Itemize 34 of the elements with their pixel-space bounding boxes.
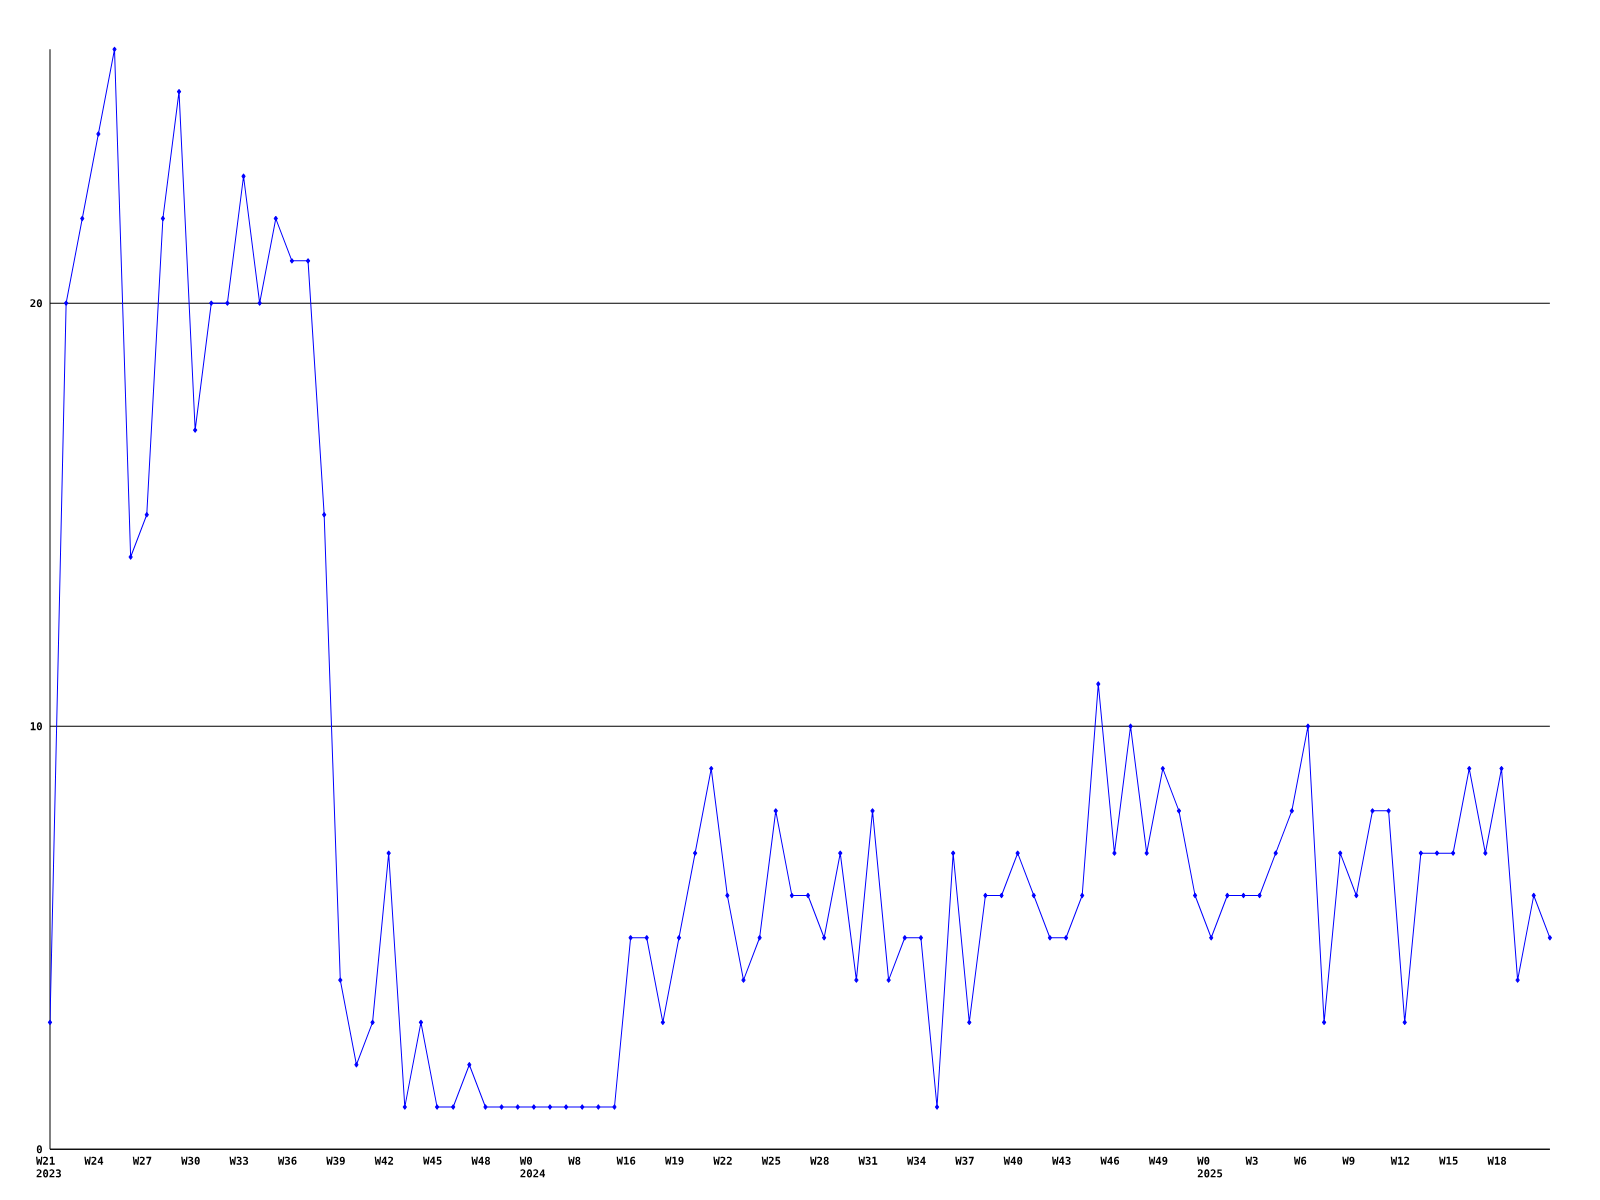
- x-tick-label: W46: [1100, 1156, 1120, 1165]
- x-tick-label: W27: [132, 1156, 152, 1165]
- x-tick-label: W15: [1439, 1156, 1458, 1165]
- x-tick-label: W33: [229, 1156, 249, 1165]
- x-tick-label: W45: [423, 1156, 442, 1165]
- x-tick-label: W16: [616, 1156, 636, 1165]
- x-tick-label: W39: [326, 1156, 345, 1165]
- x-tick-label: W3: [1245, 1156, 1258, 1165]
- x-tick-label: W19: [664, 1156, 684, 1165]
- x-tick-label: W40: [1003, 1156, 1023, 1165]
- x-tick-label: W18: [1487, 1156, 1507, 1165]
- x-tick-label: W6: [1293, 1156, 1307, 1165]
- x-tick-label: W37: [955, 1156, 974, 1165]
- x-tick-label: W30: [181, 1156, 200, 1165]
- x-tick-label: W48: [471, 1156, 491, 1165]
- y-tick-label: 0: [36, 1145, 42, 1154]
- x-tick-label: W25: [761, 1156, 781, 1165]
- x-tick-label: W43: [1052, 1156, 1071, 1165]
- x-tick-label: W34: [906, 1156, 926, 1165]
- x-tick-label: W42: [374, 1156, 394, 1165]
- x-tick-label: W0 2024: [519, 1156, 546, 1178]
- x-tick-label: W12: [1390, 1156, 1410, 1165]
- x-tick-label: W49: [1148, 1156, 1168, 1165]
- x-tick-label: W0 2025: [1197, 1156, 1223, 1178]
- x-tick-label: W31: [858, 1156, 878, 1165]
- x-tick-label: W22: [713, 1156, 732, 1165]
- y-tick-label: 10: [30, 722, 42, 731]
- x-tick-label: W36: [277, 1156, 297, 1165]
- x-tick-label: W21 2023: [36, 1156, 61, 1178]
- x-tick-label: W24: [84, 1156, 104, 1165]
- x-tick-label: W9: [1342, 1156, 1355, 1165]
- x-tick-label: W28: [810, 1156, 829, 1165]
- x-tick-label: W8: [568, 1156, 581, 1165]
- y-tick-label: 20: [30, 299, 42, 308]
